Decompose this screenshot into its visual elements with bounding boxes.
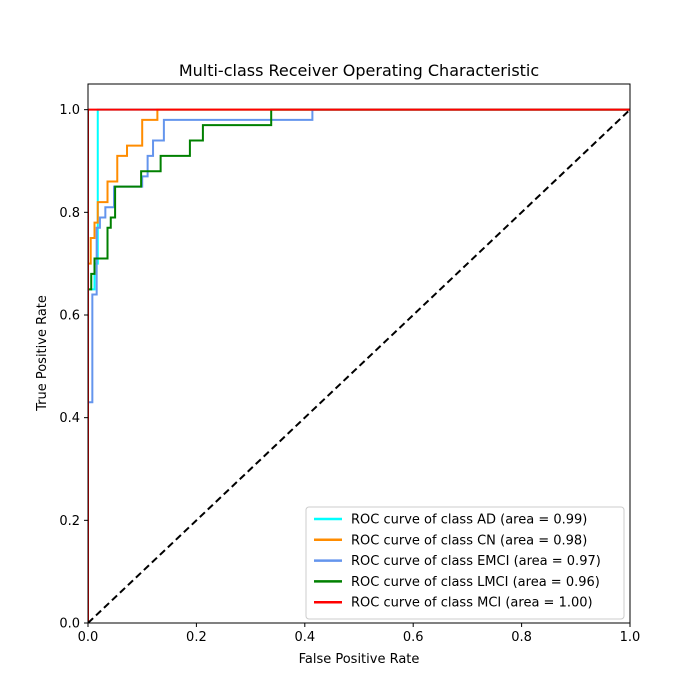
y-tick-label: 0.2 xyxy=(59,514,80,529)
roc-curve-series-3 xyxy=(88,108,630,623)
legend-box xyxy=(305,506,625,620)
x-axis-ticks: 0.0 0.2 0.4 0.6 0.8 1.0 xyxy=(78,623,641,645)
x-tick-label: 0.4 xyxy=(294,630,315,645)
roc-curve-series-2 xyxy=(88,108,630,623)
roc-curve-series-1 xyxy=(88,108,630,623)
legend-entry: ROC curve of class AD (area = 0.99) xyxy=(351,513,587,528)
legend-entry: ROC curve of class MCI (area = 1.00) xyxy=(351,596,593,611)
x-tick-label: 0.0 xyxy=(78,630,99,645)
y-tick-label: 0.6 xyxy=(59,309,80,324)
plot-lines xyxy=(88,108,630,623)
x-tick-label: 0.6 xyxy=(403,630,424,645)
chance-diagonal-line xyxy=(88,108,630,623)
y-tick-label: 0.8 xyxy=(59,206,80,221)
x-tick-label: 1.0 xyxy=(620,630,641,645)
y-axis-ticks: 0.0 0.2 0.4 0.6 0.8 1.0 xyxy=(59,103,88,632)
roc-curve-series-0 xyxy=(88,108,630,623)
plot-frame xyxy=(87,83,631,624)
roc-curve-series-4 xyxy=(88,108,630,623)
legend-entry: ROC curve of class CN (area = 0.98) xyxy=(351,533,587,548)
y-tick-label: 0.0 xyxy=(59,617,80,632)
x-axis-label: False Positive Rate xyxy=(299,652,420,667)
x-tick-label: 0.2 xyxy=(186,630,207,645)
y-tick-label: 0.4 xyxy=(59,411,80,426)
legend-entry: ROC curve of class EMCI (area = 0.97) xyxy=(351,554,601,569)
x-tick-label: 0.8 xyxy=(511,630,532,645)
legend: ROC curve of class AD (area = 0.99) ROC c… xyxy=(305,506,625,620)
y-tick-label: 1.0 xyxy=(59,103,80,118)
legend-entry: ROC curve of class LMCI (area = 0.96) xyxy=(351,575,600,590)
y-axis-label: True Positive Rate xyxy=(35,295,50,412)
chart-title: Multi-class Receiver Operating Character… xyxy=(179,61,539,80)
